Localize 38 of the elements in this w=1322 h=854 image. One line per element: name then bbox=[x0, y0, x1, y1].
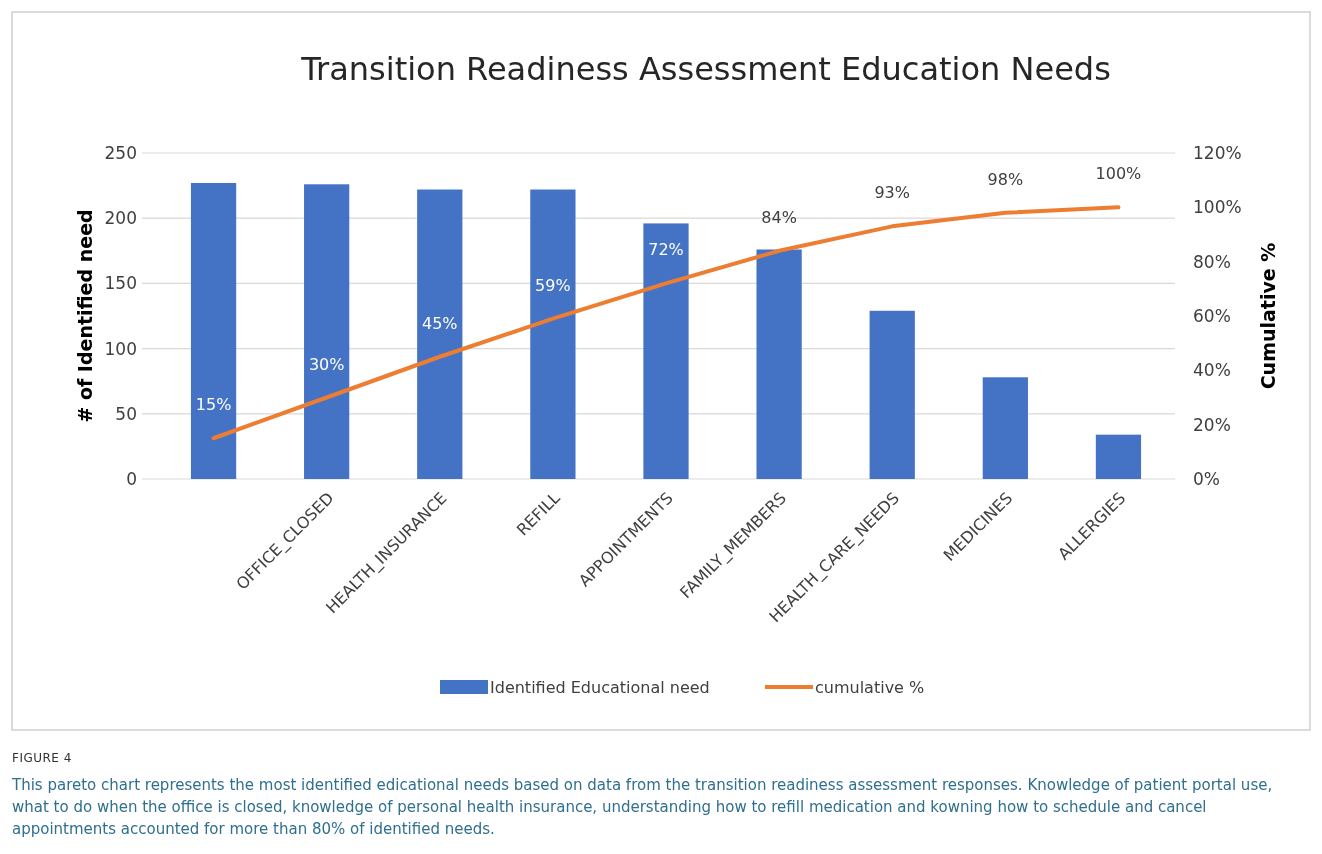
bar bbox=[869, 310, 915, 479]
y-axis-title: # of Identified need bbox=[74, 209, 96, 423]
data-label: 84% bbox=[761, 207, 797, 227]
data-label: 30% bbox=[308, 354, 345, 374]
chart-title: Transition Readiness Assessment Education Needs bbox=[300, 50, 1111, 88]
data-label: 93% bbox=[874, 183, 910, 203]
bar bbox=[417, 189, 463, 479]
bar bbox=[530, 189, 576, 479]
y-tick-label: 200 bbox=[104, 208, 137, 229]
y-tick-label: 250 bbox=[104, 142, 137, 163]
y2-tick-label: 80% bbox=[1193, 251, 1231, 272]
bar bbox=[304, 184, 350, 479]
data-label: 72% bbox=[648, 240, 684, 260]
y2-tick-label: 60% bbox=[1193, 305, 1231, 326]
bar bbox=[643, 223, 689, 479]
y-tick-label: 150 bbox=[104, 273, 137, 294]
data-label: 98% bbox=[987, 169, 1024, 189]
y2-tick-label: 20% bbox=[1193, 414, 1231, 435]
data-label: 15% bbox=[195, 395, 232, 415]
data-label: 45% bbox=[422, 313, 458, 333]
y-tick-label: 50 bbox=[115, 403, 137, 424]
bar bbox=[1095, 434, 1142, 479]
y-tick-label: 0 bbox=[126, 468, 137, 489]
y2-axis-title: Cumulative % bbox=[1257, 242, 1279, 390]
bar bbox=[190, 182, 237, 479]
y2-tick-label: 120% bbox=[1193, 142, 1242, 163]
text: This pareto chart represents the most identified edicational needs based on data from the transition readiness assessment responses. Knowledge of patient portal use, what to do when the office is closed, knowledge of personal health insurance, understanding how to refill medication and kowning how to schedule and cancel appointments accounted for more than 80% of identified needs. bbox=[11, 776, 1273, 838]
y2-tick-label: 100% bbox=[1193, 197, 1242, 218]
data-label: 59% bbox=[535, 275, 571, 295]
data-label: 100% bbox=[1095, 164, 1142, 184]
legend-label: Identified Educational need bbox=[490, 677, 710, 697]
y-tick-label: 100 bbox=[104, 338, 137, 359]
legend-label: cumulative % bbox=[815, 677, 925, 697]
caption: FIGURE 4 bbox=[12, 751, 72, 765]
bar bbox=[756, 249, 802, 479]
y2-tick-label: 0% bbox=[1193, 468, 1220, 489]
bar bbox=[982, 377, 1028, 479]
y2-tick-label: 40% bbox=[1193, 360, 1231, 381]
